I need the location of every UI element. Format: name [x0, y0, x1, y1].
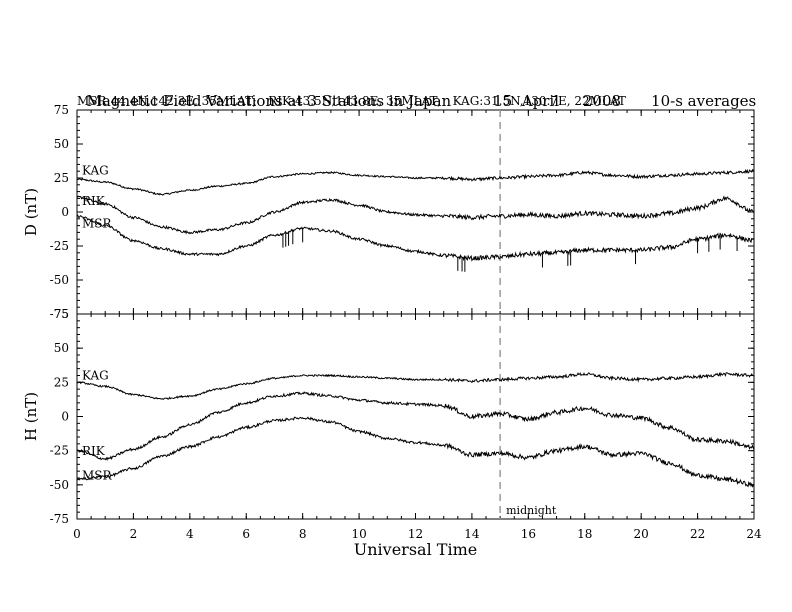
x-tick-label: 8 — [299, 527, 307, 541]
x-tick-label: 2 — [130, 527, 138, 541]
x-tick-label: 12 — [408, 527, 423, 541]
series-line-RIK-D — [76, 195, 755, 235]
panel-frame-D — [76, 109, 755, 315]
x-tick-label: 20 — [634, 527, 649, 541]
y-tick-label: 50 — [54, 137, 69, 151]
x-axis-label: Universal Time — [354, 540, 477, 559]
y-axis-label: D (nT) — [22, 188, 40, 236]
series-label-KAG: KAG — [82, 163, 109, 177]
y-axis-label: H (nT) — [22, 392, 40, 441]
x-tick-label: 22 — [690, 527, 705, 541]
y-tick-label: 75 — [54, 103, 69, 117]
y-tick-label: 50 — [54, 341, 69, 355]
midnight-annotation: midnight — [506, 504, 557, 517]
date-text: 15 April 2008 — [493, 92, 622, 110]
series-label-RIK: RIK — [82, 194, 106, 208]
stations-subtitle: MSR:44.4N,142.3E, 35MLAT; RIK:43.5N,143.… — [77, 94, 626, 108]
chart-title: Magnetic Field Variations at 3 Stations … — [77, 74, 757, 110]
series-label-MSR: MSR — [82, 217, 113, 231]
x-tick-label: 24 — [746, 527, 762, 541]
series-line-MSR-H — [76, 416, 755, 488]
series-label-MSR: MSR — [82, 468, 113, 482]
series-label-RIK: RIK — [82, 444, 106, 458]
title-text: Magnetic Field Variations at 3 Stations … — [86, 92, 452, 110]
x-tick-label: 10 — [351, 527, 366, 541]
x-tick-label: 0 — [73, 527, 81, 541]
y-tick-label: 75 — [54, 307, 69, 321]
y-tick-label: 0 — [61, 205, 69, 219]
panel-frame-H — [76, 313, 755, 520]
series-label-KAG: KAG — [82, 368, 109, 382]
x-tick-label: 18 — [577, 527, 592, 541]
averaging-text: 10-s averages — [651, 92, 757, 110]
y-tick-label: -25 — [50, 239, 69, 253]
x-tick-label: 16 — [521, 527, 536, 541]
y-tick-label: -75 — [50, 307, 69, 321]
y-tick-label: 0 — [61, 410, 69, 424]
y-tick-label: 25 — [54, 375, 69, 389]
series-line-KAG-H — [76, 371, 755, 400]
x-tick-label: 14 — [464, 527, 480, 541]
series-line-MSR-D — [76, 214, 755, 262]
x-tick-label: 4 — [186, 527, 194, 541]
y-tick-label: 25 — [54, 171, 69, 185]
x-tick-label: 6 — [242, 527, 250, 541]
y-tick-label: -50 — [50, 273, 69, 287]
series-line-KAG-D — [76, 168, 755, 196]
panel-D: -75 -50 -25 0 25 50 75 D (nT) KAG RIK MSR — [22, 103, 755, 321]
series-line-RIK-H — [76, 391, 755, 461]
y-tick-label: -50 — [50, 478, 69, 492]
y-tick-label: -75 — [50, 512, 69, 526]
y-tick-label: -25 — [50, 444, 69, 458]
